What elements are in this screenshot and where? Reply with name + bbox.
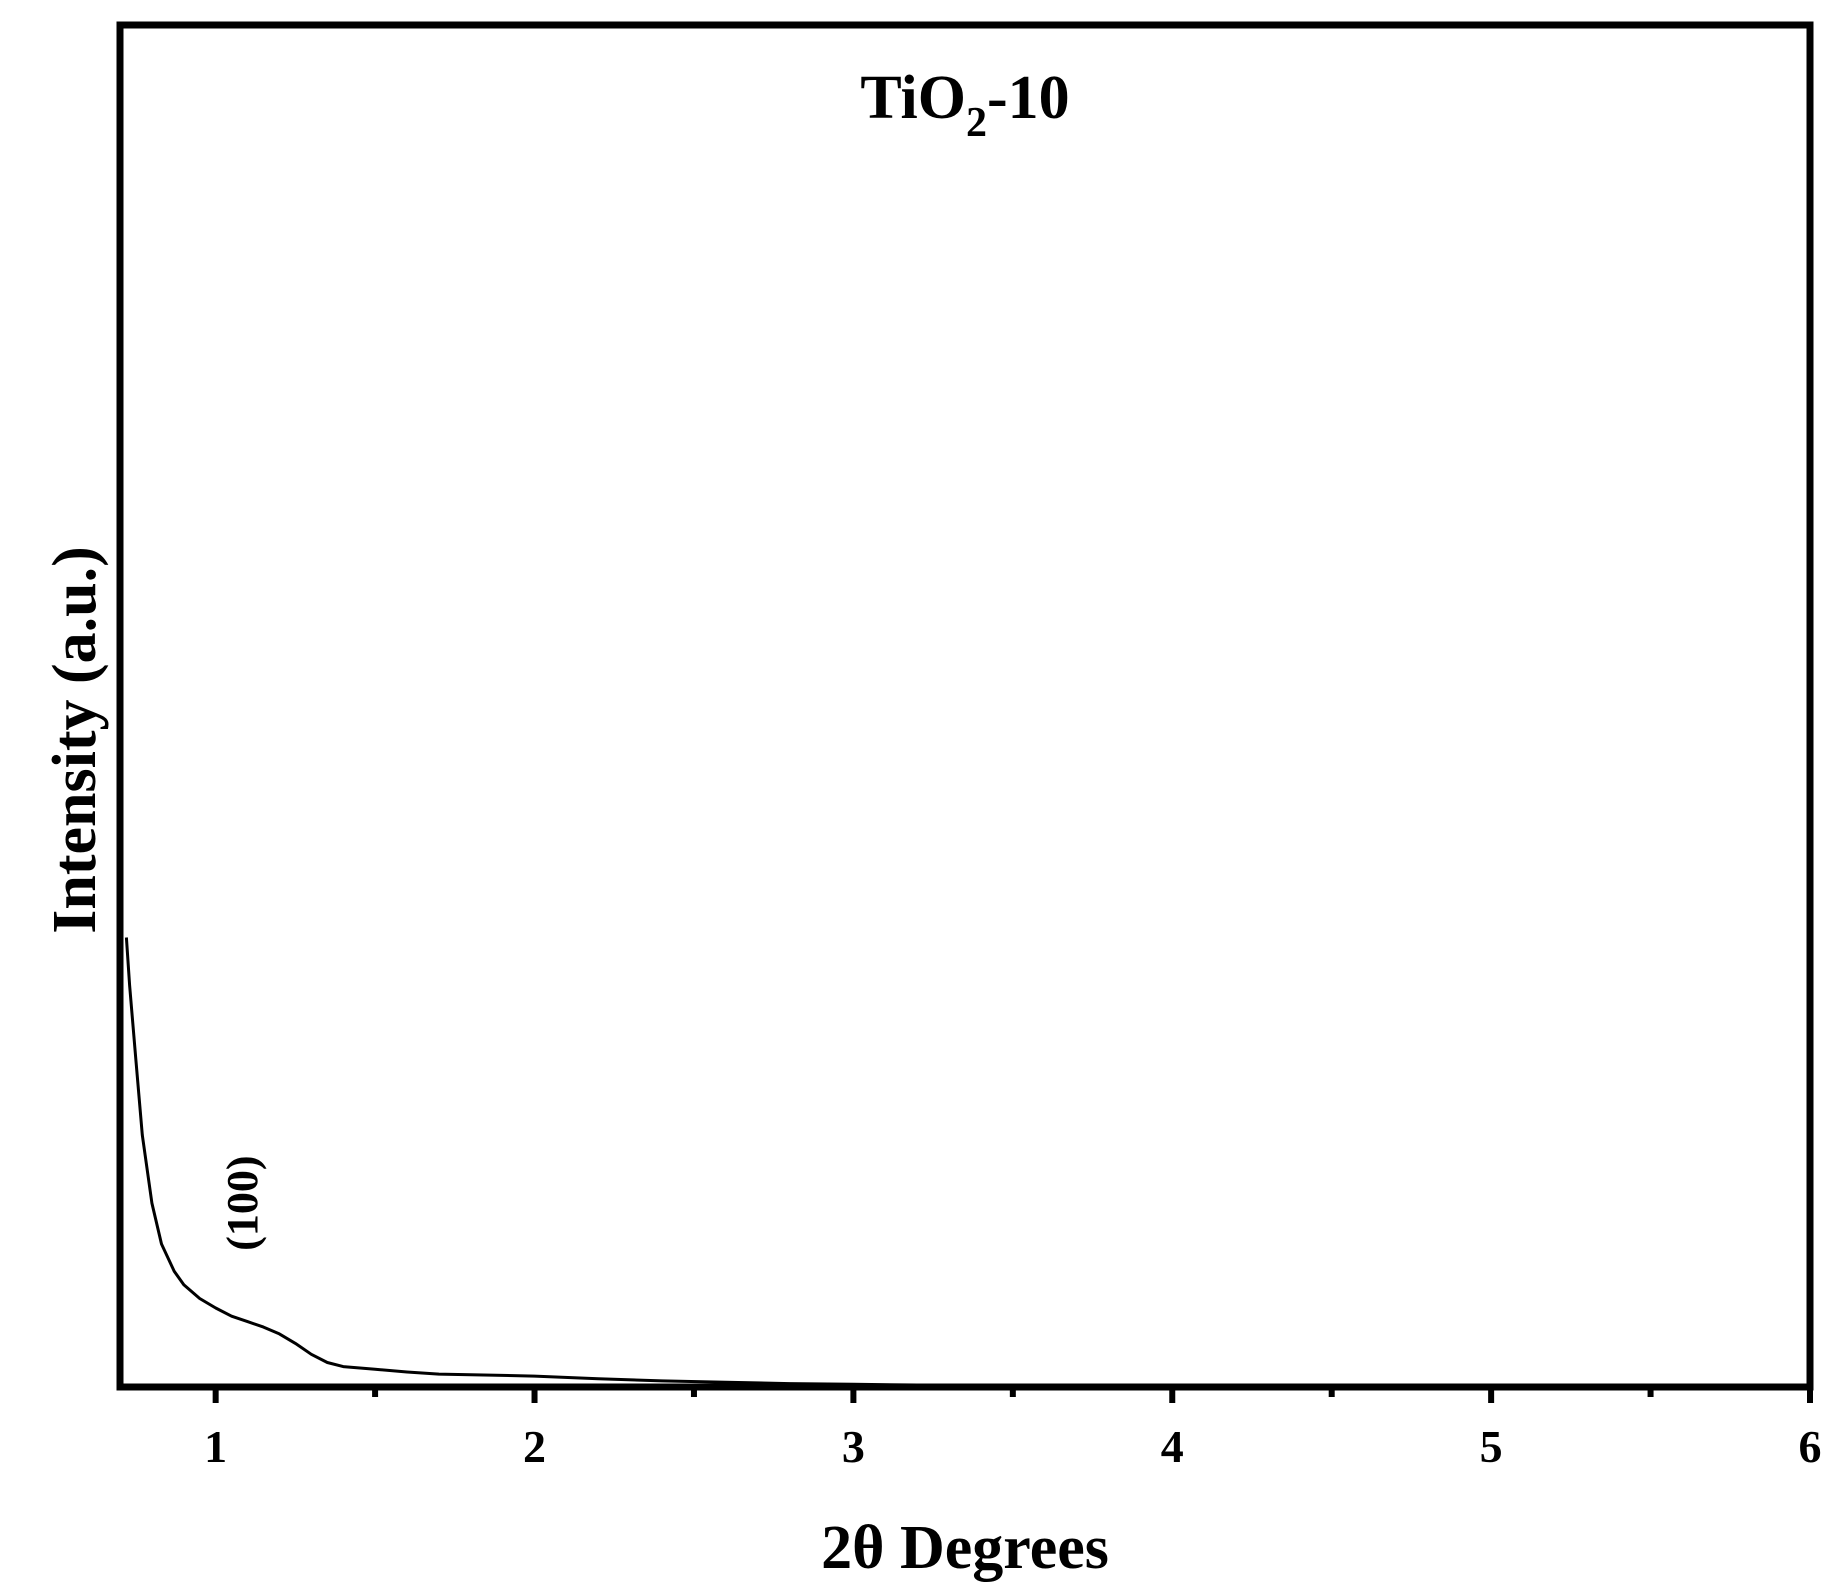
x-tick-label: 2 <box>523 1421 546 1472</box>
plot-area <box>124 937 1810 1389</box>
chart-title: TiO2-10 <box>860 64 1069 146</box>
peak-annotation: (100) <box>218 1155 267 1250</box>
x-axis: 1 2 3 4 5 6 <box>204 1387 1822 1472</box>
y-axis-label: Intensity (a.u.) <box>41 546 109 934</box>
plot-frame <box>116 21 1814 1391</box>
x-tick-label: 5 <box>1480 1421 1503 1472</box>
x-axis-label: 2θ Degrees <box>821 1514 1109 1582</box>
x-tick-label: 1 <box>204 1421 227 1472</box>
annotations: (100) <box>218 1155 267 1250</box>
series-line-0 <box>124 937 1810 1389</box>
x-tick-label: 3 <box>842 1421 865 1472</box>
x-tick-label: 4 <box>1161 1421 1184 1472</box>
title-subscript: 2 <box>966 100 987 146</box>
x-tick-label: 6 <box>1799 1421 1822 1472</box>
